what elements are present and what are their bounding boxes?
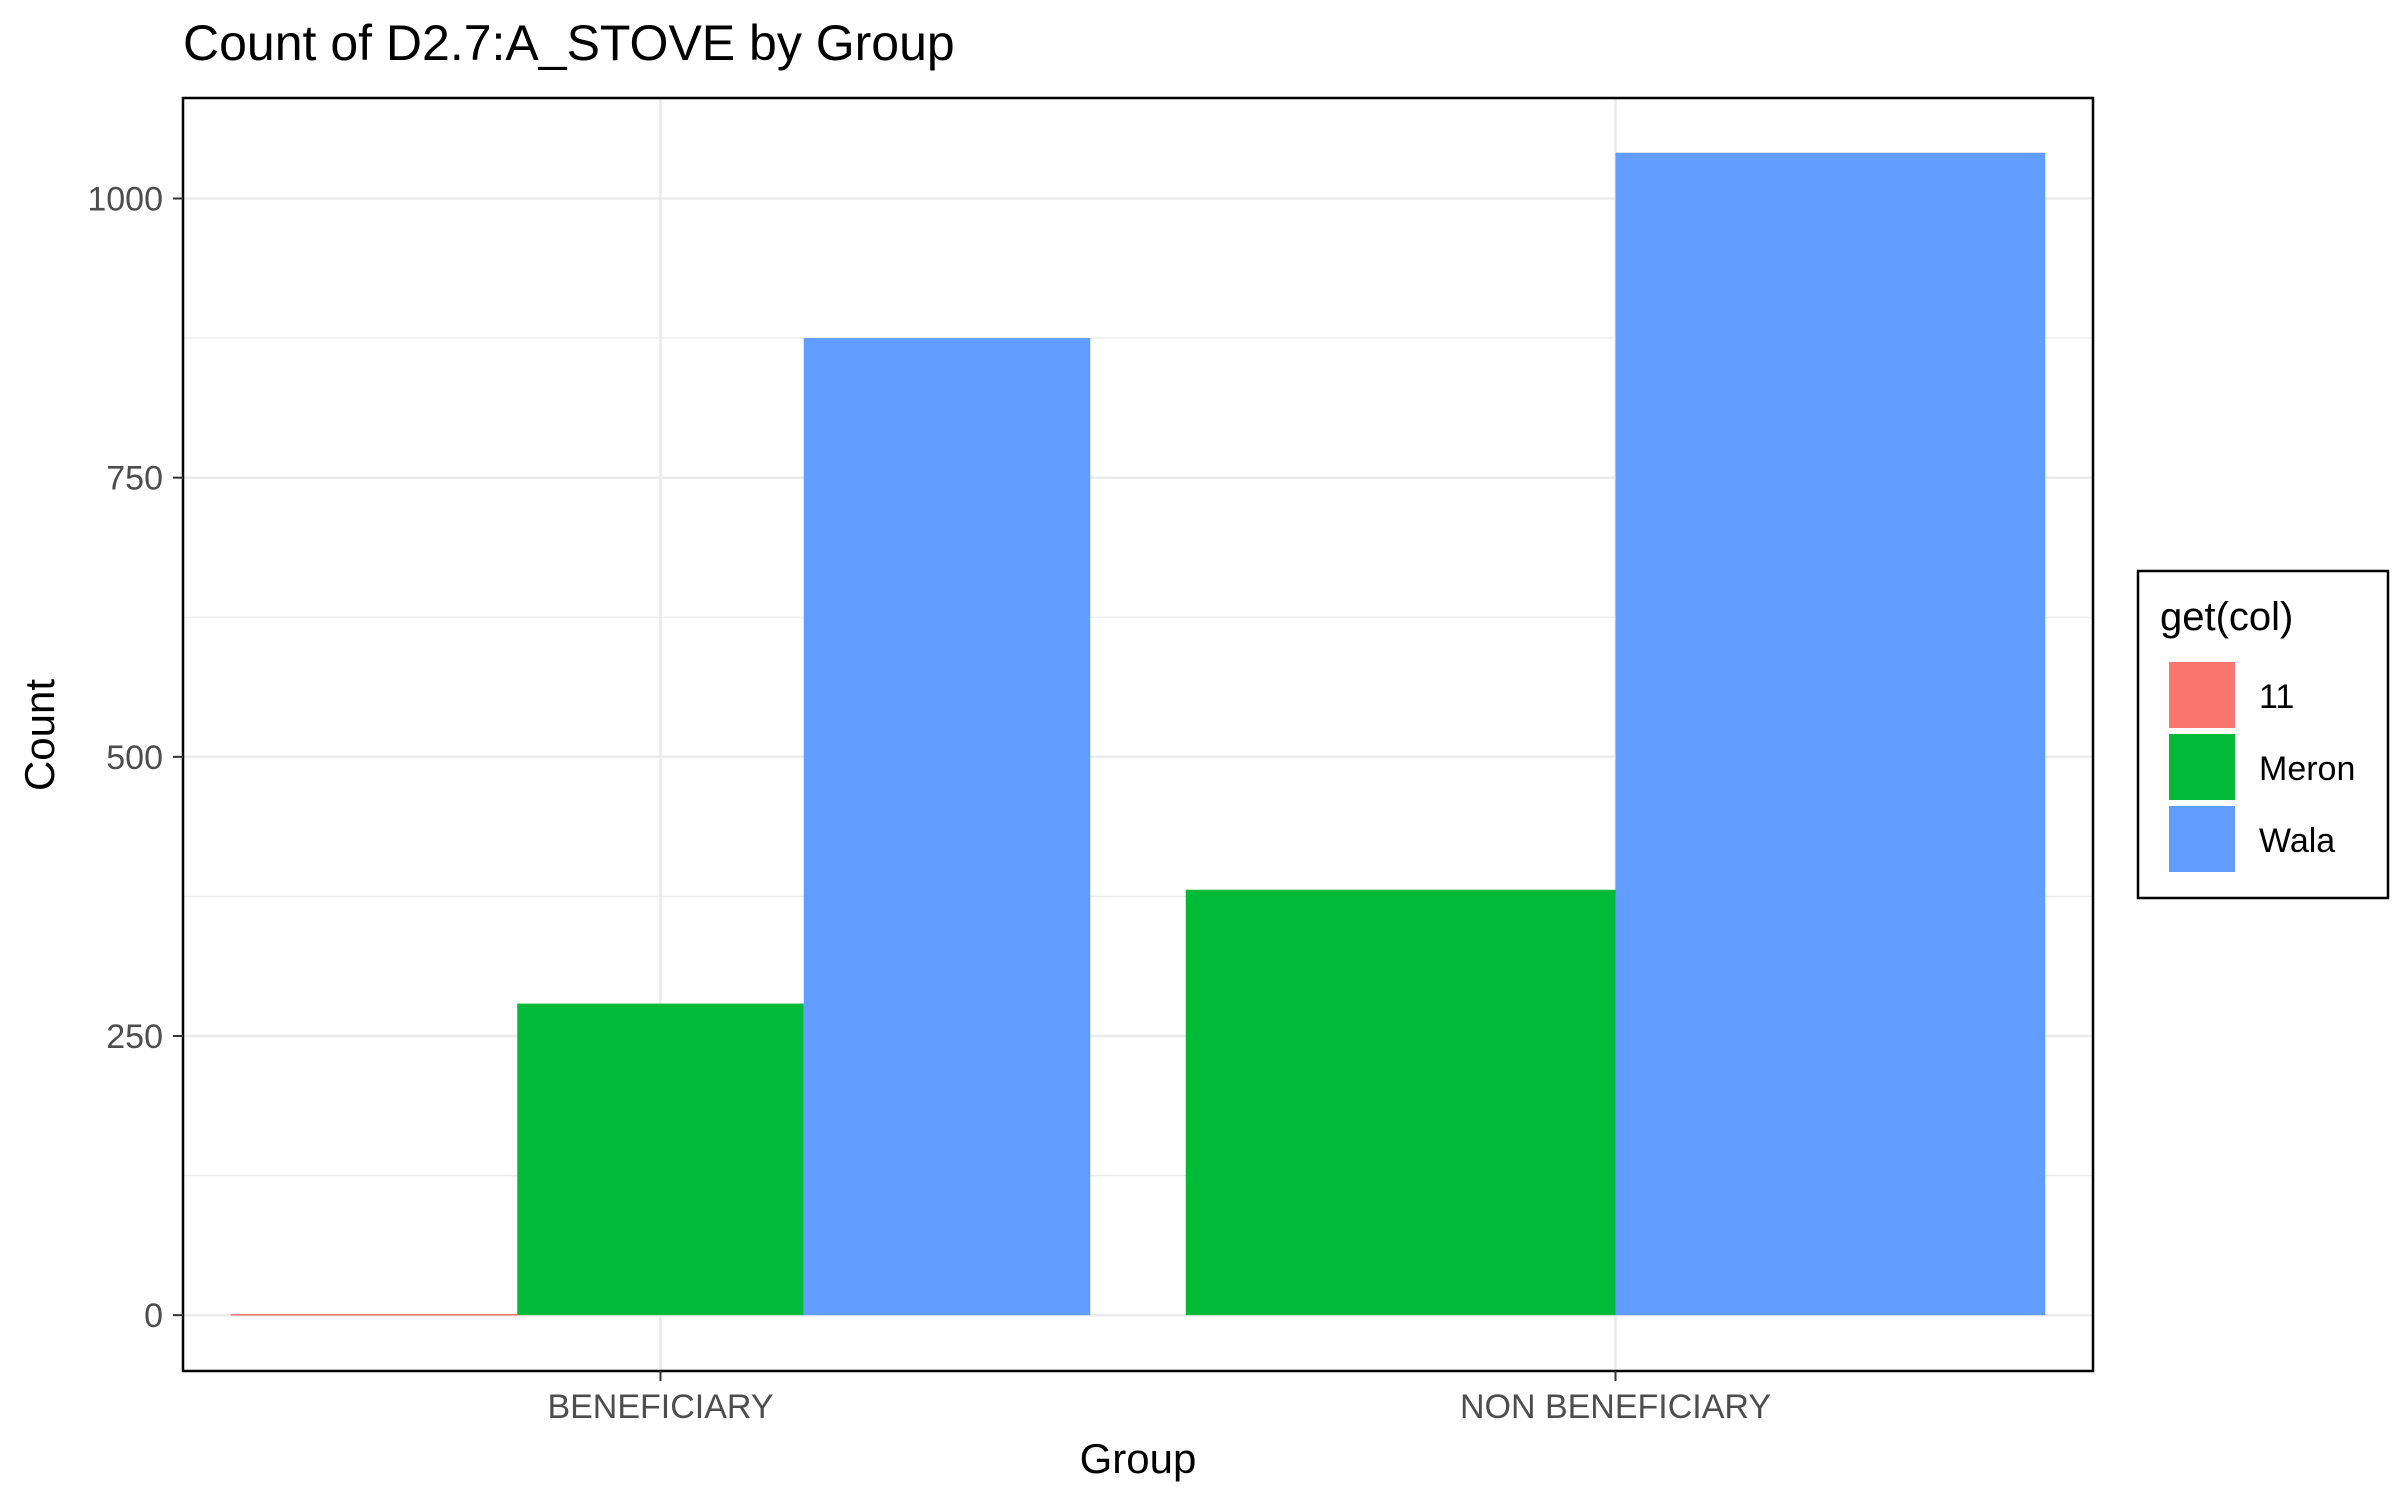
- y-tick-label: 0: [144, 1297, 163, 1335]
- legend-swatch: [2169, 734, 2235, 800]
- bar: [1615, 152, 2046, 1316]
- y-axis: 0 250 500 750 1000: [87, 181, 183, 1335]
- legend-swatch: [2169, 662, 2235, 728]
- legend-title: get(col): [2160, 595, 2293, 639]
- y-tick-label: 1000: [87, 181, 163, 219]
- x-axis-title: Group: [1080, 1435, 1197, 1482]
- chart-title: Count of D2.7:A_STOVE by Group: [183, 15, 955, 71]
- y-tick-label: 250: [106, 1018, 163, 1056]
- x-tick-label: NON BENEFICIARY: [1460, 1388, 1771, 1426]
- x-axis: BENEFICIARY NON BENEFICIARY: [547, 1371, 1771, 1426]
- y-axis-title: Count: [16, 679, 63, 791]
- bar: [803, 338, 1091, 1316]
- legend-label: 11: [2259, 678, 2294, 716]
- bar: [517, 1003, 804, 1316]
- legend-items: 11 Meron Wala: [2169, 662, 2355, 872]
- legend: get(col) 11 Meron Wala: [2136, 569, 2390, 900]
- bar: [230, 1314, 518, 1316]
- bar: [1185, 889, 1616, 1316]
- legend-label: Meron: [2259, 750, 2355, 788]
- plot-panel-border: [181, 96, 2095, 1373]
- y-tick-label: 500: [106, 739, 163, 777]
- x-tick-label: BENEFICIARY: [547, 1388, 773, 1426]
- bar-layer: [230, 152, 2046, 1316]
- legend-label: Wala: [2259, 822, 2335, 860]
- y-tick-label: 750: [106, 460, 163, 498]
- legend-swatch: [2169, 806, 2235, 872]
